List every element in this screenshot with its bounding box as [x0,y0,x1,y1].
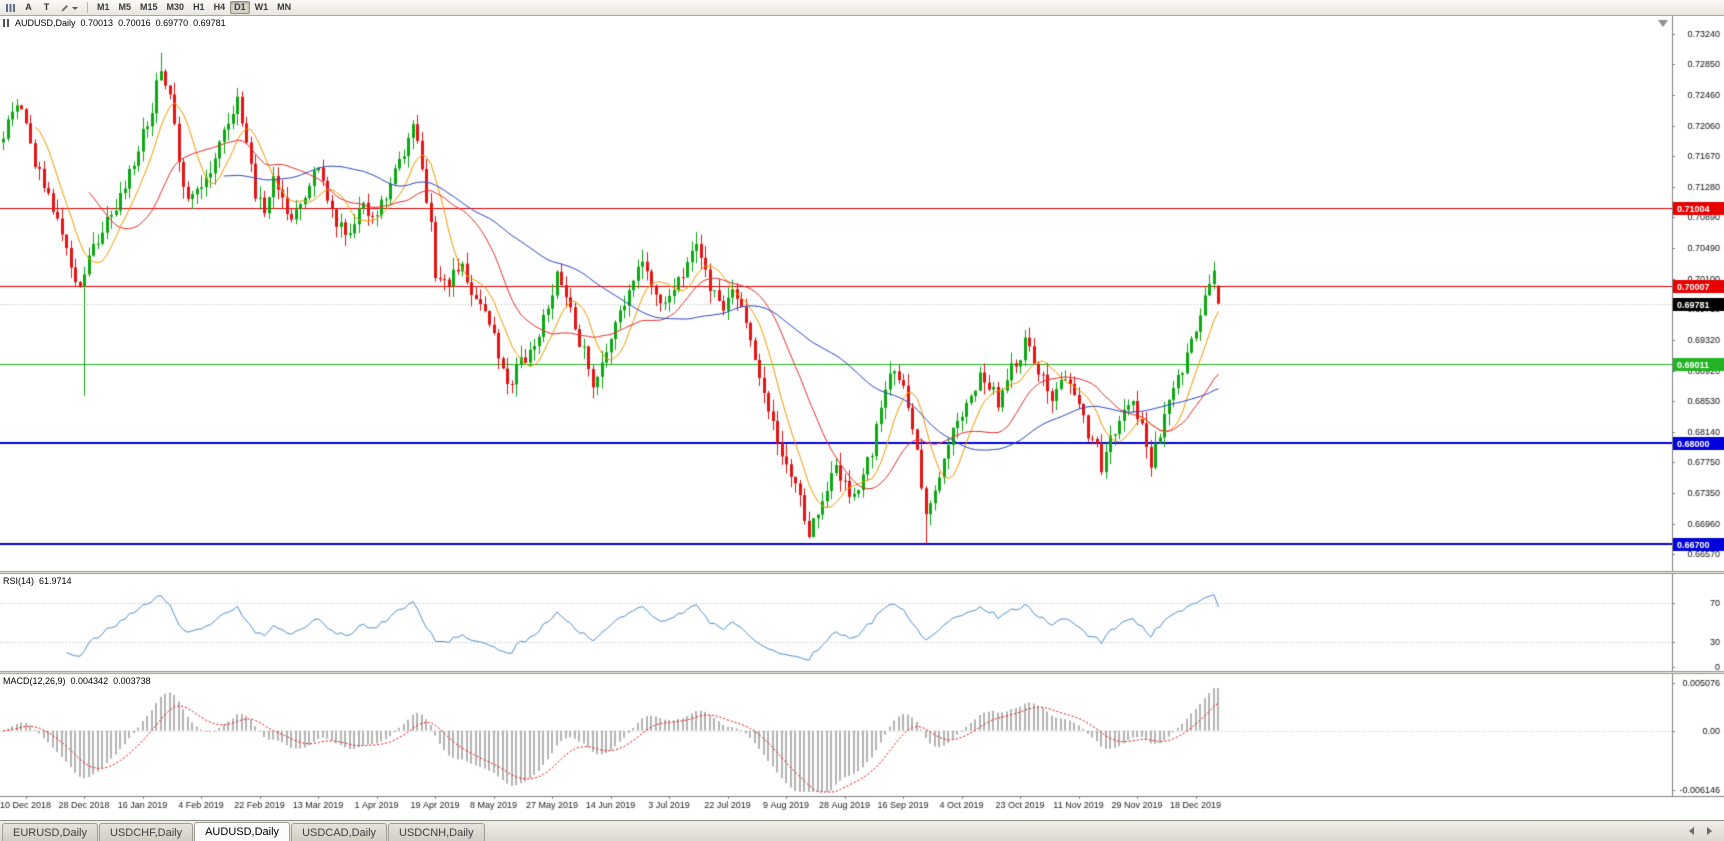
toolbar-separator [87,2,88,13]
price-chart-canvas[interactable] [0,16,1724,820]
tab-scroll-left-button[interactable] [1684,824,1698,838]
tab-usdcnh-daily[interactable]: USDCNH,Daily [388,823,485,841]
timeframe-m15-button[interactable]: M15 [140,2,158,12]
timeframe-mn-button[interactable]: MN [277,2,292,12]
draw-tool-button[interactable] [56,1,82,14]
pencil-icon [60,3,70,13]
left-arrow-icon [1688,827,1694,835]
chart-tabs: EURUSD,Daily USDCHF,Daily AUDUSD,Daily USDC… [2,822,485,841]
timeframe-w1-button[interactable]: W1 [254,2,269,12]
right-arrow-icon [1706,827,1712,835]
tab-label: USDCHF,Daily [109,826,183,839]
toolbar-button-label: A [25,2,32,12]
tab-audusd-daily[interactable]: AUDUSD,Daily [194,822,291,841]
toolbar-button-label: T [43,2,50,12]
annotation-a-button[interactable]: A [20,1,37,14]
text-tool-button[interactable]: T [38,1,55,14]
timeframe-m5-button[interactable]: M5 [118,2,132,12]
tab-label: EURUSD,Daily [13,826,87,839]
chart-bars-button[interactable] [2,1,19,14]
tab-usdcad-daily[interactable]: USDCAD,Daily [291,823,388,841]
toolbar-timeframes: M1 M5 M15 M30 H1 H4 D1 W1 MN [93,1,295,14]
chart-window: AUDUSD,Daily 0.70013 0.70016 0.69770 0.6… [0,16,1724,820]
timeframe-h1-button[interactable]: H1 [193,2,205,12]
timeframe-m30-button[interactable]: M30 [166,2,185,12]
timeframe-h4-button[interactable]: H4 [213,2,226,12]
tab-scroll-right-button[interactable] [1702,824,1716,838]
timeframe-m1-button[interactable]: M1 [97,2,110,12]
tab-label: AUDUSD,Daily [205,826,280,838]
chart-bars-icon [6,3,15,12]
tab-eurusd-daily[interactable]: EURUSD,Daily [2,823,98,841]
chart-tab-bar: EURUSD,Daily USDCHF,Daily AUDUSD,Daily USDC… [0,820,1724,841]
tab-usdchf-daily[interactable]: USDCHF,Daily [98,823,194,841]
tab-label: USDCNH,Daily [399,826,474,839]
dropdown-caret-icon [72,6,78,13]
tab-scroll-controls [1684,824,1722,841]
timeframe-d1-button[interactable]: D1 [230,1,250,14]
tab-label: USDCAD,Daily [302,826,377,839]
